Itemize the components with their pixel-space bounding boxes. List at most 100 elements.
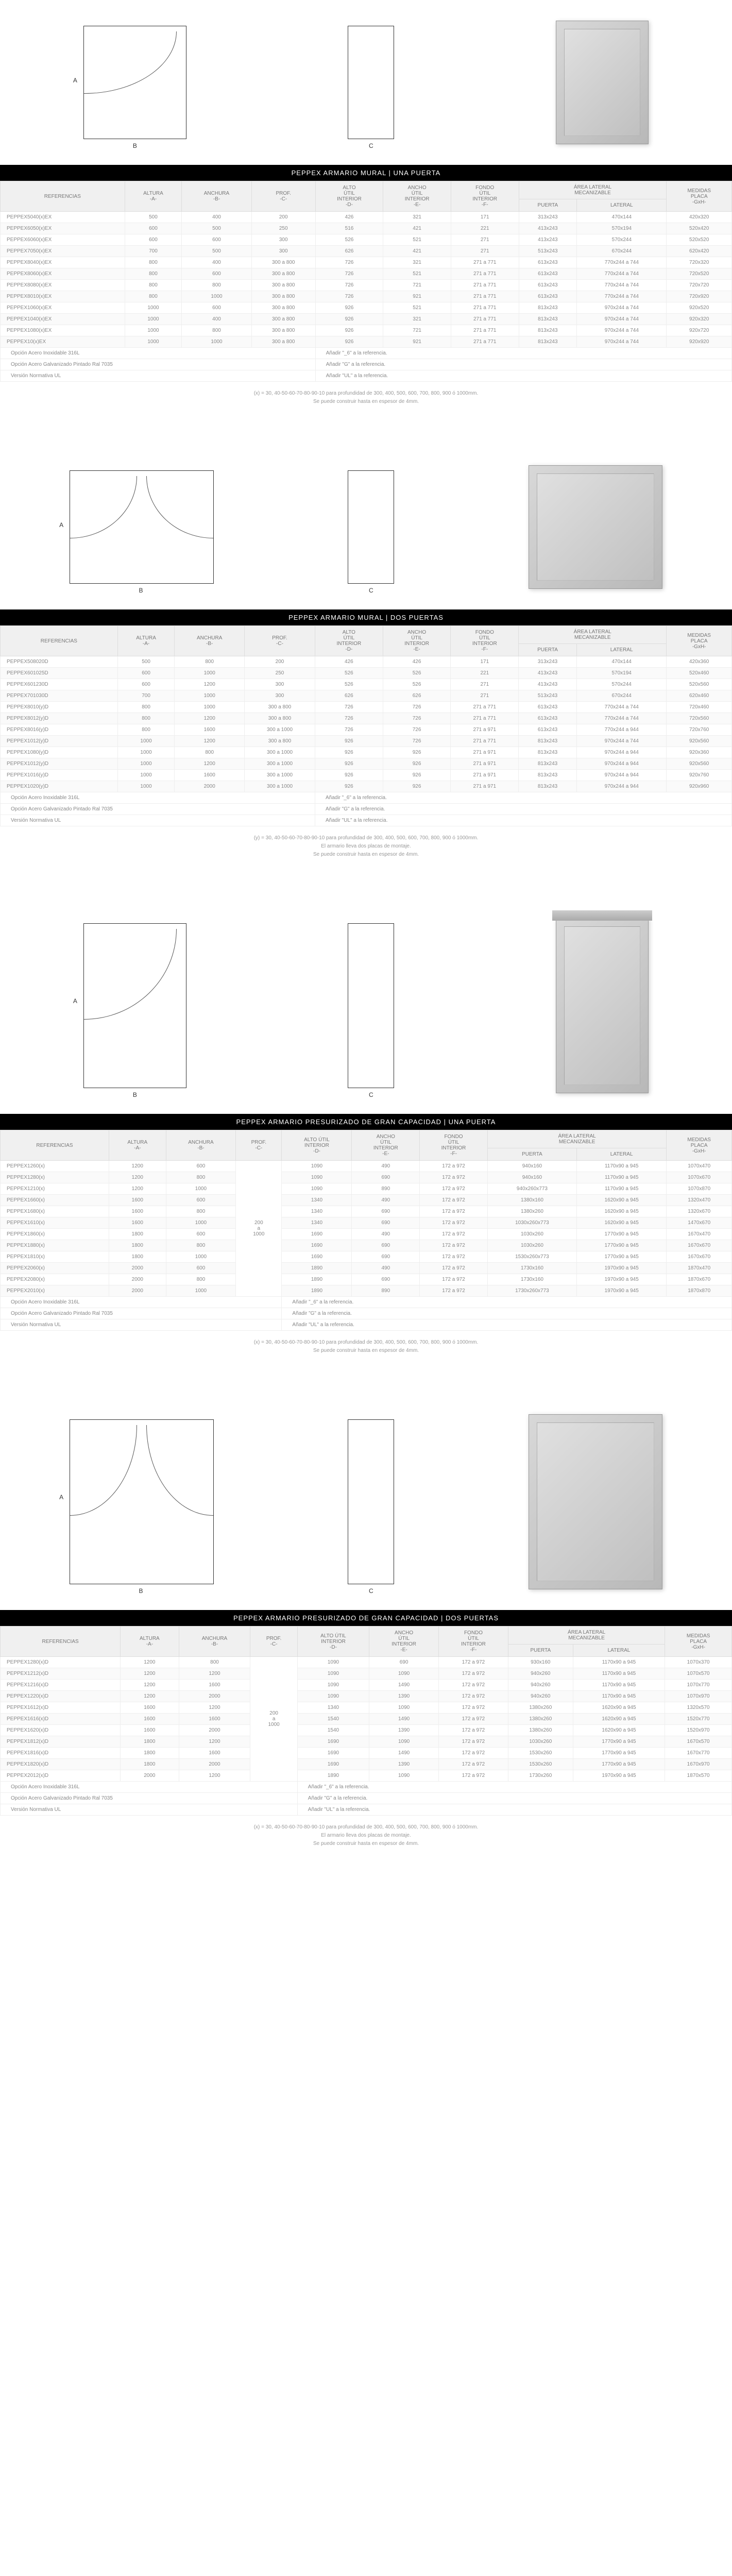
cell: 2000 xyxy=(109,1274,166,1285)
cell: 920x920 xyxy=(667,336,732,348)
cell: 940x260 xyxy=(508,1691,573,1702)
note-value: Añadir "G" a la referencia. xyxy=(297,1793,731,1804)
cell: 300 xyxy=(244,690,315,702)
side-elevation: C xyxy=(348,470,394,584)
cell: 526 xyxy=(315,234,383,246)
cell: 426 xyxy=(315,212,383,223)
note-row: Opción Acero Galvanizado Pintado Ral 703… xyxy=(1,1308,732,1319)
cell: PEPPEX1860(x) xyxy=(1,1229,109,1240)
cell: 940x260x773 xyxy=(487,1183,576,1195)
cell: 926 xyxy=(315,325,383,336)
cell: 1090 xyxy=(369,1702,439,1714)
col-header: LATERAL xyxy=(576,1148,666,1161)
cell: 1620x90 a 945 xyxy=(573,1725,665,1736)
cell: 172 a 972 xyxy=(439,1680,508,1691)
cell: 1200 xyxy=(179,1736,250,1748)
cell: 1200 xyxy=(179,1770,250,1782)
cell: 271 a 971 xyxy=(451,758,519,770)
cell: 1600 xyxy=(175,724,245,736)
cell: PEPPEX601025D xyxy=(1,668,118,679)
cell: 172 a 972 xyxy=(439,1714,508,1725)
cell: PEPPEX1812(x)D xyxy=(1,1736,121,1748)
cell: 470x144 xyxy=(576,656,666,668)
cell: 920x960 xyxy=(667,781,732,792)
cell: 690 xyxy=(352,1206,420,1217)
cell: 300 a 800 xyxy=(251,291,315,302)
cell: 171 xyxy=(451,212,519,223)
cell: 1600 xyxy=(121,1714,179,1725)
cell: 1600 xyxy=(121,1702,179,1714)
table-row: PEPPEX8016(y)D8001600300 a 1000726726271… xyxy=(1,724,732,736)
cell: 800 xyxy=(125,257,182,268)
cell: 670x244 xyxy=(576,690,666,702)
cell: 1690 xyxy=(282,1229,352,1240)
cell: 690 xyxy=(352,1251,420,1263)
spec-table: REFERENCIASALTURA-A-ANCHURA-B-PROF.-C-AL… xyxy=(0,1130,732,1331)
table-row: PEPPEX508020D500800200426426171313x24347… xyxy=(1,656,732,668)
footnote: (x) = 30, 40-50-60-70-80-90-10 para prof… xyxy=(0,382,732,414)
cell: 1870x870 xyxy=(667,1285,732,1297)
cell: PEPPEX1210(x) xyxy=(1,1183,109,1195)
cell: 1620x90 a 945 xyxy=(573,1714,665,1725)
cell: 2000 xyxy=(109,1285,166,1297)
note-value: Añadir "G" a la referencia. xyxy=(315,804,732,815)
col-header: MEDIDASPLACA-GxH- xyxy=(665,1626,732,1657)
cell: 726 xyxy=(315,702,383,713)
cell: 300 a 800 xyxy=(244,736,315,747)
cell: 1600 xyxy=(109,1195,166,1206)
cell: 926 xyxy=(383,747,451,758)
cell: 271 a 771 xyxy=(451,325,519,336)
col-header: REFERENCIAS xyxy=(1,181,125,212)
col-group-header: ÁREA LATERALMECANIZABLE xyxy=(508,1626,665,1645)
table-row: PEPPEX2060(x)20006001890490172 a 9721730… xyxy=(1,1263,732,1274)
col-header: ALTURA-A- xyxy=(125,181,182,212)
cell: 726 xyxy=(315,291,383,302)
cell: 1600 xyxy=(179,1714,250,1725)
cell: 250 xyxy=(251,223,315,234)
cell: 500 xyxy=(182,246,251,257)
front-elevation: AB xyxy=(70,1419,214,1584)
cell: PEPPEX8080(x)EX xyxy=(1,280,125,291)
cell: 1320x670 xyxy=(667,1206,732,1217)
cell: 726 xyxy=(315,724,383,736)
cell: 313x243 xyxy=(519,212,577,223)
col-header: ANCHOÚTILINTERIOR-E- xyxy=(383,626,451,656)
col-header: PUERTA xyxy=(508,1645,573,1657)
cell: 1200 xyxy=(121,1691,179,1702)
cell: 890 xyxy=(352,1183,420,1195)
cell: 421 xyxy=(383,223,451,234)
cell: 1000 xyxy=(175,690,245,702)
cell: 172 a 972 xyxy=(420,1251,488,1263)
table-row: PEPPEX1210(x)120010001090890172 a 972940… xyxy=(1,1183,732,1195)
cell: 1000 xyxy=(182,336,251,348)
cell: 570x194 xyxy=(576,668,666,679)
table-row: PEPPEX1810(x)180010001690690172 a 972153… xyxy=(1,1251,732,1263)
cell: 1530x260x773 xyxy=(487,1251,576,1263)
cell: 1690 xyxy=(297,1759,369,1770)
cell: 400 xyxy=(182,257,251,268)
cell: 1600 xyxy=(175,770,245,781)
cell: 400 xyxy=(182,212,251,223)
cell: 300 a 1000 xyxy=(244,758,315,770)
cell: 770x244 a 744 xyxy=(577,280,667,291)
cell: 570x244 xyxy=(576,679,666,690)
table-row: PEPPEX8010(y)D8001000300 a 800726726271 … xyxy=(1,702,732,713)
cell: 940x160 xyxy=(487,1172,576,1183)
cell: PEPPEX5040(x)EX xyxy=(1,212,125,223)
cell: 921 xyxy=(383,291,451,302)
footnote: (y) = 30, 40-50-60-70-80-90-10 para prof… xyxy=(0,826,732,867)
technical-drawings: ABC xyxy=(0,0,732,165)
cell: 516 xyxy=(315,223,383,234)
cell: 1670x770 xyxy=(665,1748,732,1759)
table-row: PEPPEX1660(x)16006001340490172 a 9721380… xyxy=(1,1195,732,1206)
cell: 1200 xyxy=(175,713,245,724)
cell: 172 a 972 xyxy=(420,1161,488,1172)
table-row: PEPPEX1040(x)EX1000400300 a 800926321271… xyxy=(1,314,732,325)
spec-table: REFERENCIASALTURA-A-ANCHURA-B-PROF.-C-AL… xyxy=(0,1626,732,1816)
cell: 313x243 xyxy=(519,656,577,668)
cell: 321 xyxy=(383,212,451,223)
cell: 800 xyxy=(175,747,245,758)
cell: 800 xyxy=(117,724,175,736)
cell: 690 xyxy=(352,1172,420,1183)
note-row: Opción Acero Galvanizado Pintado Ral 703… xyxy=(1,1793,732,1804)
